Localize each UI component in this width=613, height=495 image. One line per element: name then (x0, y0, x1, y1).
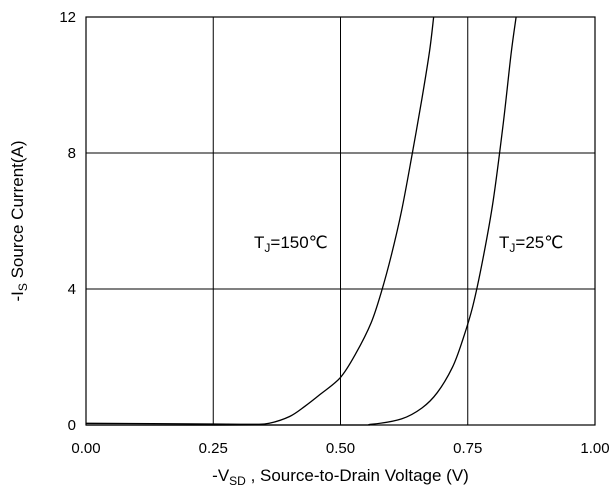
x-tick-label: 0.75 (453, 440, 482, 457)
curves (85, 16, 517, 426)
y-tick-labels: 0 4 8 12 (59, 9, 76, 434)
x-tick-label: 1.00 (580, 440, 609, 457)
y-axis-label: -IS Source Current(A) (8, 140, 30, 301)
grid (86, 17, 595, 425)
y-tick-label: 0 (68, 417, 76, 434)
annotation-tj-150: TJ=150℃ (254, 233, 328, 255)
y-tick-label: 4 (68, 281, 76, 298)
y-tick-label: 8 (68, 145, 76, 162)
annotation-tj-25: TJ=25℃ (499, 233, 563, 255)
plot-frame (85, 16, 596, 426)
x-tick-label: 0.00 (71, 440, 100, 457)
x-axis-label: -VSD , Source-to-Drain Voltage (V) (212, 466, 469, 488)
x-tick-label: 0.50 (326, 440, 355, 457)
series-line-tj-150 (85, 16, 435, 425)
y-tick-label: 12 (59, 9, 76, 26)
x-tick-labels: 0.00 0.25 0.50 0.75 1.00 (71, 440, 609, 457)
series-line-tj-25 (85, 16, 517, 426)
x-tick-label: 0.25 (199, 440, 228, 457)
